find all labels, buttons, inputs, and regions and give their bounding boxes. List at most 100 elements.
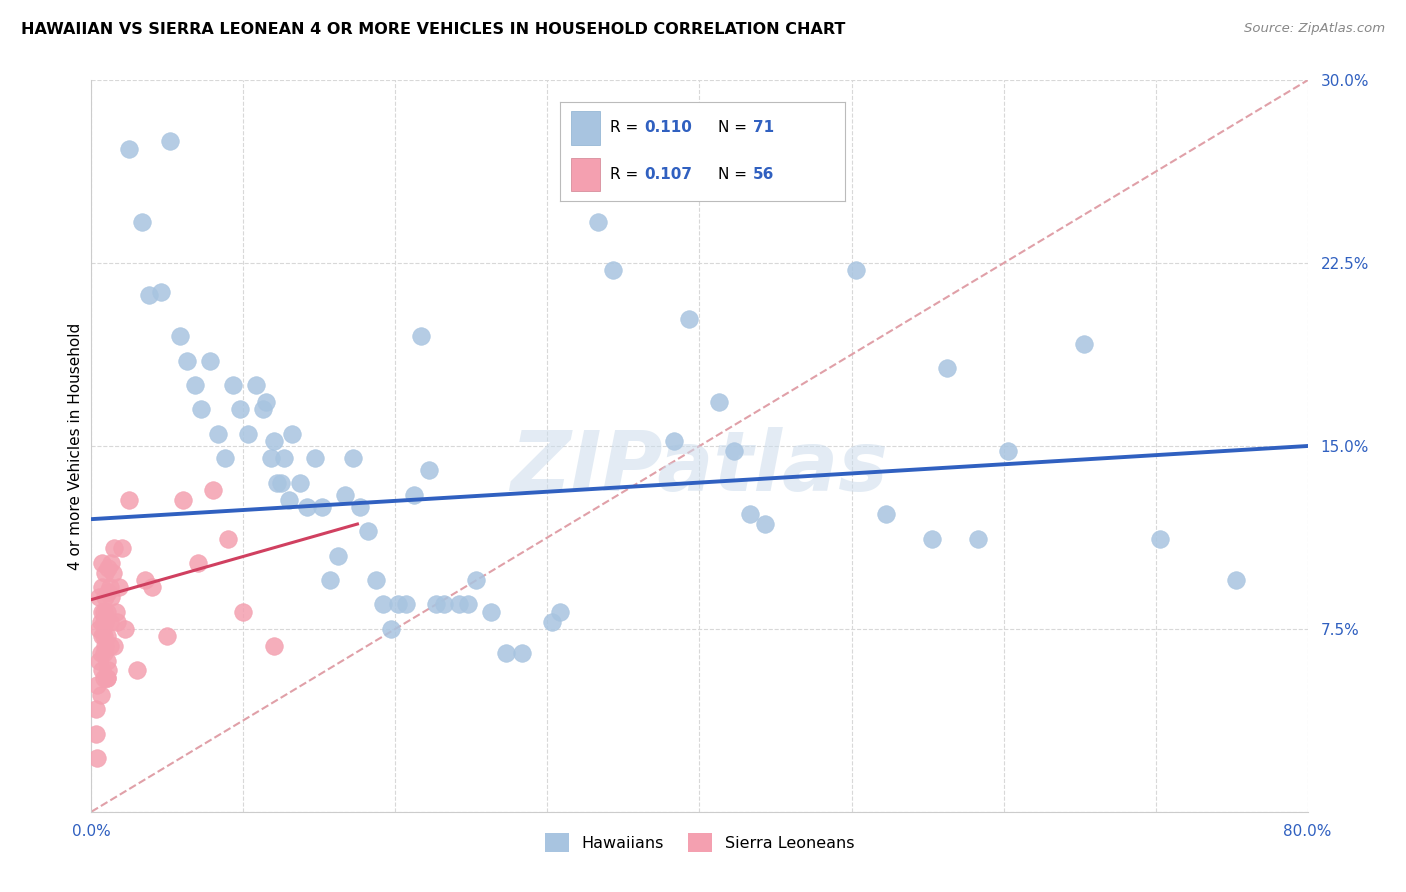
Point [311, 500, 333, 514]
Point [93, 605, 115, 619]
Point [254, 395, 277, 409]
Point [125, 663, 148, 677]
Point [662, 434, 685, 449]
Point [266, 475, 288, 490]
Point [93, 646, 115, 660]
Point [98, 581, 121, 595]
Point [921, 532, 943, 546]
Point [738, 508, 761, 522]
Point [91, 556, 114, 570]
Point [678, 312, 700, 326]
Point [87, 590, 110, 604]
Point [118, 492, 141, 507]
Point [138, 288, 160, 302]
Point [101, 566, 124, 580]
Point [222, 378, 245, 392]
Point [875, 508, 897, 522]
Point [263, 639, 285, 653]
Point [229, 402, 252, 417]
Point [94, 615, 117, 629]
Point [457, 598, 479, 612]
Point [214, 451, 236, 466]
Point [84, 727, 107, 741]
Point [104, 605, 127, 619]
Point [548, 605, 571, 619]
Point [997, 443, 1019, 458]
Point [571, 142, 593, 156]
Point [89, 646, 111, 660]
Point [304, 451, 326, 466]
Text: N =: N = [718, 167, 752, 182]
Point [86, 678, 108, 692]
Point [97, 561, 120, 575]
Point [131, 215, 153, 229]
Point [91, 629, 114, 643]
Point [91, 605, 114, 619]
Point [89, 688, 111, 702]
Point [87, 654, 110, 668]
Bar [571, 112, 599, 145]
Point [91, 663, 114, 677]
Point [1225, 573, 1247, 587]
Point [425, 598, 447, 612]
Point [172, 492, 194, 507]
Point [202, 483, 225, 497]
Point [97, 663, 120, 677]
Point [357, 524, 380, 539]
Point [260, 451, 283, 466]
Point [198, 353, 221, 368]
Point [380, 622, 402, 636]
Legend: Hawaiians, Sierra Leoneans: Hawaiians, Sierra Leoneans [538, 826, 860, 859]
Point [297, 500, 319, 514]
Point [107, 581, 129, 595]
Point [288, 475, 311, 490]
Text: Source: ZipAtlas.com: Source: ZipAtlas.com [1244, 22, 1385, 36]
Point [418, 463, 440, 477]
Point [541, 615, 564, 629]
Point [103, 639, 125, 653]
Point [278, 492, 301, 507]
Point [449, 598, 471, 612]
Point [236, 426, 259, 441]
Point [97, 585, 120, 599]
Point [395, 598, 418, 612]
Point [111, 541, 134, 556]
Point [98, 639, 121, 653]
Point [184, 378, 207, 392]
Point [281, 426, 304, 441]
Point [114, 622, 136, 636]
Text: N =: N = [718, 120, 752, 136]
Point [510, 646, 533, 660]
Point [349, 500, 371, 514]
Point [98, 615, 121, 629]
Point [232, 605, 254, 619]
Text: 0.107: 0.107 [644, 167, 692, 182]
Point [89, 615, 111, 629]
Point [94, 590, 117, 604]
Point [1149, 532, 1171, 546]
Point [373, 598, 395, 612]
Point [270, 475, 292, 490]
Point [134, 573, 156, 587]
Point [319, 573, 342, 587]
Point [273, 451, 295, 466]
Point [141, 581, 163, 595]
Point [402, 488, 425, 502]
Point [94, 566, 117, 580]
Text: 71: 71 [752, 120, 773, 136]
Point [96, 671, 118, 685]
Point [465, 573, 488, 587]
Point [103, 541, 125, 556]
Text: 56: 56 [752, 167, 773, 182]
Point [217, 532, 239, 546]
Text: R =: R = [610, 167, 643, 182]
Point [169, 329, 191, 343]
Text: 0.110: 0.110 [644, 120, 692, 136]
Point [93, 615, 115, 629]
Point [495, 646, 517, 660]
Point [86, 751, 108, 765]
Text: R =: R = [610, 120, 643, 136]
Point [723, 443, 745, 458]
Point [364, 573, 387, 587]
Point [118, 142, 141, 156]
